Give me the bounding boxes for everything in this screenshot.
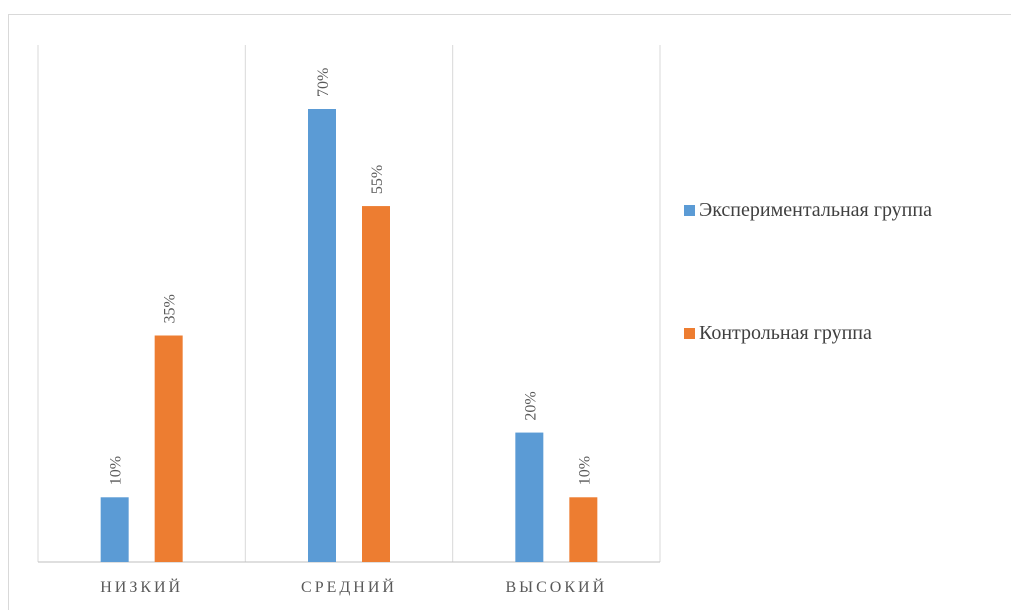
bar bbox=[569, 497, 598, 562]
x-tick-label: СРЕДНИЙ bbox=[301, 577, 397, 596]
data-label: 10% bbox=[108, 456, 125, 485]
data-label: 20% bbox=[522, 391, 539, 420]
legend: Экспериментальная группа Контрольная гру… bbox=[684, 198, 932, 444]
data-label: 35% bbox=[162, 294, 179, 323]
legend-item-experimental: Экспериментальная группа bbox=[684, 198, 932, 222]
legend-swatch-control bbox=[684, 327, 695, 339]
bar bbox=[362, 206, 390, 563]
chart-frame bbox=[8, 14, 1011, 610]
bar bbox=[154, 335, 183, 562]
legend-label-control: Контрольная группа bbox=[699, 321, 872, 344]
x-tick-label: НИЗКИЙ bbox=[100, 577, 183, 596]
legend-label-experimental: Экспериментальная группа bbox=[699, 198, 932, 221]
data-label: 55% bbox=[369, 165, 386, 194]
x-tick-label: ВЫСОКИЙ bbox=[506, 577, 608, 596]
legend-swatch-experimental bbox=[684, 204, 695, 216]
bar bbox=[515, 432, 544, 562]
data-label: 10% bbox=[576, 456, 593, 485]
data-label: 70% bbox=[315, 68, 332, 97]
bar bbox=[308, 109, 336, 562]
legend-item-control: Контрольная группа bbox=[684, 321, 932, 345]
bar bbox=[100, 497, 129, 562]
